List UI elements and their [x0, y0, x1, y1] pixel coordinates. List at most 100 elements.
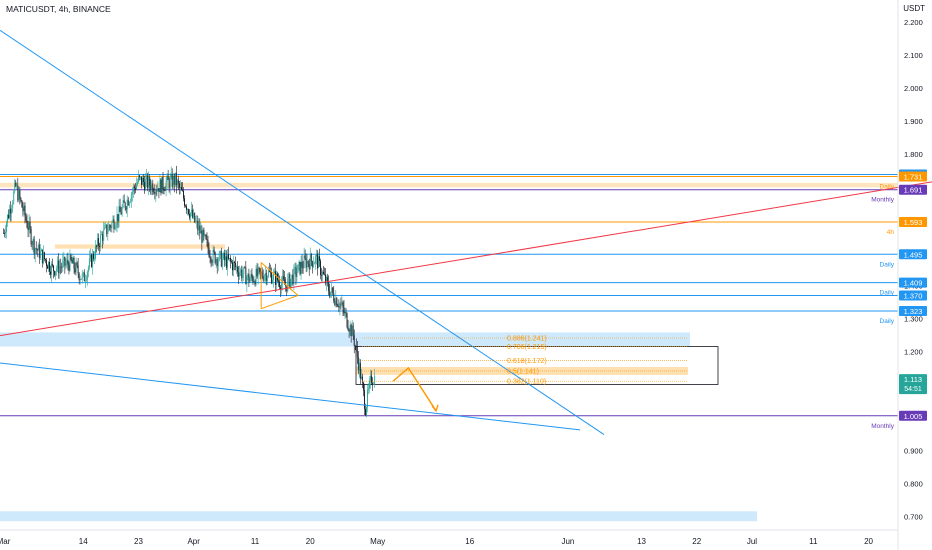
candle-body	[337, 306, 339, 307]
candle-body	[245, 267, 247, 285]
candle-body	[114, 227, 116, 230]
candle-body	[251, 273, 253, 278]
candle-body	[302, 267, 304, 269]
candle-body	[350, 324, 352, 337]
candle-body	[7, 214, 9, 223]
drawings-layer	[0, 29, 932, 435]
candle-body	[122, 200, 124, 208]
candle-body	[370, 375, 372, 381]
candle-body	[160, 179, 162, 194]
candle-body	[129, 201, 131, 203]
candle-body	[107, 231, 109, 234]
candle-body	[105, 224, 107, 227]
candle-body	[243, 267, 245, 275]
candle-body	[59, 266, 61, 274]
candle-body	[216, 259, 218, 266]
candle-body	[228, 254, 229, 259]
candle-body	[81, 273, 83, 280]
candle-body	[176, 180, 178, 186]
candle-body	[143, 177, 145, 183]
candle-body	[184, 198, 185, 206]
fib-label: 0.382(1.110)	[507, 379, 546, 386]
candle-body	[178, 183, 180, 188]
candle-body	[141, 176, 142, 185]
candle-body	[151, 183, 153, 190]
candle-body	[360, 376, 362, 379]
candle-body	[13, 191, 15, 204]
candle-body	[66, 259, 68, 264]
candle-body	[42, 252, 44, 264]
fib-label: 0.5(1.141)	[507, 368, 539, 375]
candle-body	[369, 380, 371, 389]
candle-body	[153, 192, 155, 193]
candle-body	[77, 265, 79, 274]
candle-body	[32, 238, 34, 245]
candle-body	[28, 221, 30, 231]
candle-body	[5, 232, 6, 234]
candle-body	[200, 230, 202, 234]
price-tag-label: 1.323	[904, 307, 923, 316]
candle-body	[168, 179, 170, 189]
candle-body	[374, 376, 376, 385]
candle-body	[356, 346, 358, 358]
candle-body	[80, 278, 82, 280]
candle-body	[351, 325, 353, 337]
candle-body	[289, 274, 291, 288]
candle-body	[271, 280, 273, 284]
candle-body	[268, 270, 270, 272]
candle-body	[222, 253, 224, 259]
candle-body	[181, 190, 183, 191]
candle-body	[138, 175, 139, 183]
time-tick-label: 23	[134, 537, 143, 546]
candle-body	[307, 260, 309, 264]
candle-body	[31, 244, 33, 245]
candle-body	[187, 209, 188, 210]
candle-body	[53, 265, 55, 272]
candle-body	[34, 248, 36, 255]
candle-body	[259, 268, 261, 273]
candle-body	[347, 327, 349, 331]
candle-body	[361, 376, 363, 383]
candle-body	[144, 182, 146, 191]
candle-body	[90, 255, 92, 267]
time-axis[interactable]: Mar 14 23 Apr 11 20 May 16 Jun 13 22 Jul 11 20	[0, 529, 898, 546]
candle-body	[294, 267, 296, 268]
candle-body	[322, 271, 323, 276]
candle-body	[3, 232, 4, 234]
candle-body	[64, 257, 66, 266]
candle-body	[62, 260, 64, 268]
price-tick-label: 1.900	[904, 117, 923, 126]
candles-layer	[3, 165, 376, 418]
candle-body	[300, 261, 302, 275]
time-tick-label: 11	[809, 537, 818, 546]
orange-triangle	[260, 262, 299, 310]
rising-red-trendline	[0, 181, 932, 337]
candle-body	[246, 277, 248, 285]
candle-body	[336, 298, 338, 307]
candle-body	[304, 255, 306, 259]
bar-countdown-label: 54:51	[904, 386, 922, 393]
candle-body	[295, 267, 297, 277]
support-zone-low	[0, 511, 757, 522]
price-tick-label: 0.800	[904, 479, 923, 488]
candle-body	[30, 228, 32, 245]
candle-body	[152, 183, 154, 193]
candle-body	[265, 272, 267, 281]
candle-body	[23, 205, 25, 212]
candle-body	[48, 261, 49, 269]
level-note: Daily	[880, 184, 895, 191]
candle-body	[180, 187, 182, 191]
candle-body	[25, 216, 27, 221]
candle-body	[250, 273, 252, 279]
candle-body	[130, 194, 132, 202]
candle-body	[330, 291, 332, 297]
price-tick-label: 2.100	[904, 51, 923, 60]
candle-body	[133, 186, 135, 189]
candle-body	[331, 287, 333, 292]
candle-body	[111, 222, 113, 228]
candle-body	[310, 254, 312, 262]
time-tick-label: 14	[79, 537, 88, 546]
candle-body	[106, 224, 108, 234]
